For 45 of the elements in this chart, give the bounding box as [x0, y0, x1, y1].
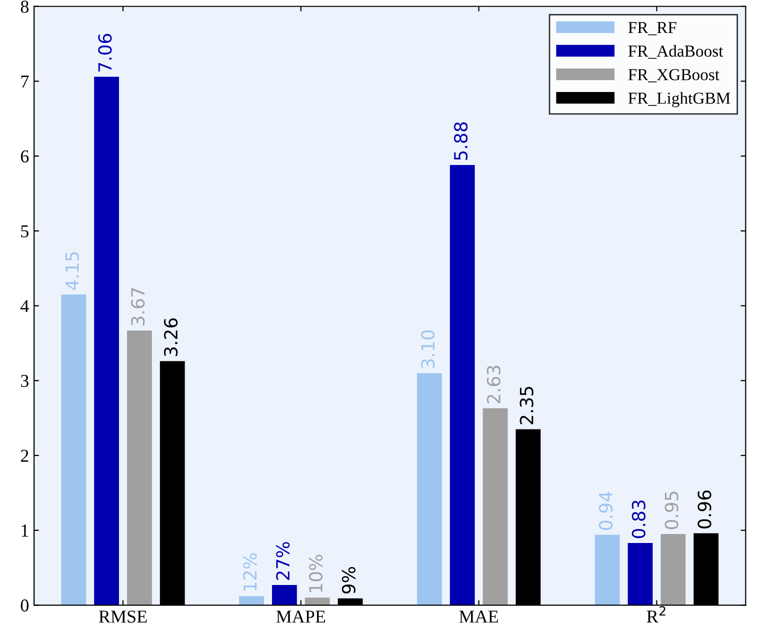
bar — [127, 330, 152, 606]
bar — [61, 294, 86, 606]
bar — [272, 584, 297, 606]
bar — [304, 598, 330, 606]
data-label: 12% — [243, 553, 257, 590]
bar — [94, 76, 120, 606]
x-tick-label: RMSE — [98, 610, 147, 623]
y-tick-label: 5 — [21, 225, 28, 238]
x-tick-label: R$^{2}$ — [646, 606, 666, 622]
bar — [594, 534, 620, 606]
bar — [628, 543, 653, 606]
y-tick-label: 3 — [21, 374, 28, 388]
bar — [416, 373, 442, 606]
data-label: 10% — [308, 554, 323, 592]
data-label: 2.35 — [520, 386, 534, 424]
y-tick-label: 7 — [21, 76, 29, 88]
legend-label: FR_RF — [628, 22, 676, 36]
y-tick-label: 2 — [20, 450, 28, 462]
y-tick-label: 0 — [20, 599, 29, 612]
data-label: 0.83 — [632, 500, 646, 538]
data-label: 3.67 — [131, 288, 145, 326]
data-label: 0.94 — [598, 492, 613, 530]
data-label: 0.95 — [664, 492, 678, 530]
data-label: 7.06 — [98, 34, 112, 72]
bar — [660, 534, 686, 606]
x-tick-label: MAE — [459, 610, 498, 623]
y-tick-label: 6 — [20, 150, 29, 163]
bar — [450, 165, 475, 606]
legend-label: FR_AdaBoost — [628, 45, 724, 59]
legend-label: FR_LightGBM — [628, 92, 730, 108]
data-label: 2.63 — [486, 366, 500, 404]
y-tick-label: 8 — [20, 0, 29, 13]
y-tick-label: 4 — [20, 300, 29, 312]
data-label: 3.26 — [164, 318, 178, 356]
bar — [482, 408, 508, 606]
data-label: 3.10 — [421, 330, 435, 368]
y-tick-label: 1 — [22, 524, 28, 537]
data-label: 0.96 — [698, 490, 712, 528]
data-label: 5.88 — [454, 122, 468, 160]
x-tick-label: MAPE — [276, 610, 326, 623]
data-label: 27% — [276, 542, 290, 580]
data-label: 4.15 — [65, 252, 79, 290]
data-label: 9% — [342, 567, 356, 594]
legend-label: FR_XGBoost — [628, 69, 720, 82]
bar — [239, 596, 264, 606]
